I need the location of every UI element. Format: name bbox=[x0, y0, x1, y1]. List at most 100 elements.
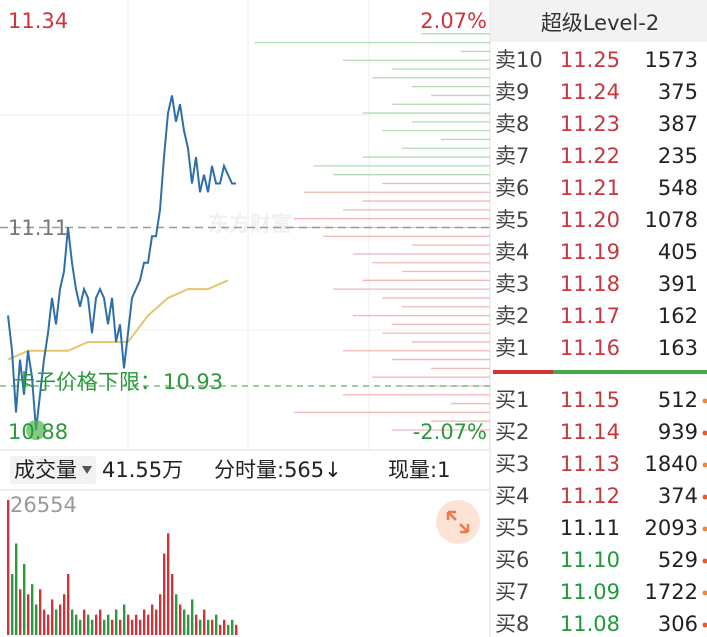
ask-ratio bbox=[493, 370, 553, 374]
level-volume: 1573 bbox=[645, 48, 698, 72]
level-volume: 1722 bbox=[645, 580, 698, 604]
chart-frame bbox=[0, 0, 491, 637]
volume-bar bbox=[59, 604, 62, 635]
level-volume: 306 bbox=[658, 612, 698, 636]
volume-bar bbox=[79, 619, 82, 635]
level-label: 买1 bbox=[495, 388, 529, 412]
trade-dot bbox=[702, 430, 707, 436]
level-price: 11.21 bbox=[560, 176, 620, 200]
bid-ratio bbox=[553, 370, 707, 374]
volume-bar bbox=[187, 614, 190, 635]
limit-label: 卡子价格下限： bbox=[14, 370, 161, 394]
volume-bar bbox=[83, 609, 86, 635]
level-price: 11.24 bbox=[560, 80, 620, 104]
volume-bar bbox=[31, 584, 34, 635]
volume-bar bbox=[127, 614, 130, 635]
bottom-price: 10.88 bbox=[8, 420, 68, 444]
volume-bar bbox=[99, 609, 102, 635]
level-label: 买5 bbox=[495, 516, 529, 540]
expand-button[interactable] bbox=[436, 500, 480, 544]
prev-close: 11.11 bbox=[8, 216, 68, 240]
level-price: 11.25 bbox=[560, 48, 620, 72]
level-price: 11.22 bbox=[560, 144, 620, 168]
volume-bar bbox=[75, 614, 78, 635]
level-label: 卖3 bbox=[495, 272, 529, 296]
level-price: 11.23 bbox=[560, 112, 620, 136]
trade-dot bbox=[702, 558, 707, 564]
trade-dot bbox=[702, 622, 707, 628]
level-volume: 2093 bbox=[645, 516, 698, 540]
volume-bar bbox=[27, 594, 30, 635]
volume-bar bbox=[51, 599, 54, 635]
volume-bar bbox=[131, 619, 134, 635]
level-volume: 512 bbox=[658, 388, 698, 412]
volume-bar bbox=[139, 619, 142, 635]
level-volume: 548 bbox=[658, 176, 698, 200]
volume-bar bbox=[151, 604, 154, 635]
level-label: 卖6 bbox=[495, 176, 529, 200]
level-label: 卖2 bbox=[495, 304, 529, 328]
volume-bar bbox=[95, 614, 98, 635]
volume-bar bbox=[227, 624, 230, 635]
volume-bar bbox=[119, 619, 122, 635]
volume-bar bbox=[167, 533, 170, 635]
limit-note: 卡子价格下限： 10.93 bbox=[14, 370, 223, 394]
volume-bar bbox=[111, 619, 114, 635]
volume-bar bbox=[203, 609, 206, 635]
volume-bar bbox=[7, 500, 10, 635]
volume-bar bbox=[55, 609, 58, 635]
volume-bar bbox=[183, 609, 186, 635]
top-pct: 2.07% bbox=[420, 9, 487, 33]
level-price: 11.15 bbox=[560, 388, 620, 412]
volume-bar bbox=[87, 614, 90, 635]
trade-dot bbox=[702, 590, 707, 596]
trade-dot bbox=[702, 398, 707, 404]
level-price: 11.18 bbox=[560, 272, 620, 296]
volume-bar bbox=[135, 614, 138, 635]
volume-bar bbox=[171, 573, 174, 635]
volume-bar bbox=[147, 614, 150, 635]
volume-bar bbox=[143, 609, 146, 635]
level-price: 11.13 bbox=[560, 452, 620, 476]
volume-bar bbox=[115, 609, 118, 635]
level-label: 买7 bbox=[495, 580, 529, 604]
current-volume: 现量:1 bbox=[388, 458, 450, 482]
volume-bar bbox=[211, 619, 214, 635]
volume-selector[interactable]: 成交量 bbox=[14, 458, 77, 482]
level-label: 卖4 bbox=[495, 240, 529, 264]
level-price: 11.19 bbox=[560, 240, 620, 264]
volume-bar bbox=[175, 594, 178, 635]
volume-bar bbox=[159, 594, 162, 635]
volume-bar bbox=[103, 619, 106, 635]
book-header bbox=[491, 0, 707, 42]
volume-bar bbox=[219, 624, 222, 635]
level-label: 卖7 bbox=[495, 144, 529, 168]
volume-bar bbox=[231, 619, 234, 635]
limit-price: 10.93 bbox=[163, 370, 223, 394]
level-volume: 1078 bbox=[645, 208, 698, 232]
level-price: 11.14 bbox=[560, 420, 620, 444]
volume-bar bbox=[39, 589, 42, 635]
volume-bar bbox=[155, 609, 158, 635]
bottom-pct: -2.07% bbox=[413, 420, 487, 444]
watermark: 东方财富 bbox=[208, 212, 292, 236]
level-price: 11.17 bbox=[560, 304, 620, 328]
level-volume: 374 bbox=[658, 484, 698, 508]
level-label: 卖10 bbox=[495, 48, 543, 72]
volume-bar bbox=[11, 573, 14, 635]
level-volume: 939 bbox=[658, 420, 698, 444]
level-label: 卖1 bbox=[495, 336, 529, 360]
tick-volume: 分时量:565↓ bbox=[214, 458, 342, 482]
volume-bar bbox=[35, 604, 38, 635]
volume-bar bbox=[123, 604, 126, 635]
volume-bar bbox=[63, 594, 66, 635]
level-volume: 1840 bbox=[645, 452, 698, 476]
volume-bar bbox=[91, 619, 94, 635]
volume-bar bbox=[179, 604, 182, 635]
volume-bar bbox=[195, 614, 198, 635]
selector-box[interactable] bbox=[10, 456, 96, 484]
level-volume: 529 bbox=[658, 548, 698, 572]
level-volume: 163 bbox=[658, 336, 698, 360]
